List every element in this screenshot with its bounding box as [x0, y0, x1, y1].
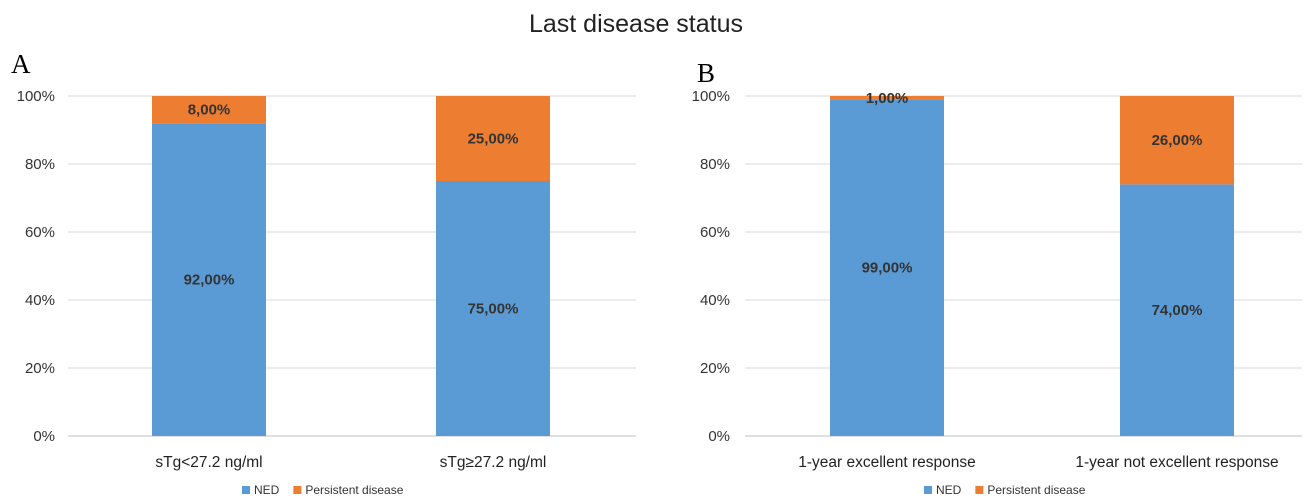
y-tick-label: 80% [25, 156, 55, 173]
panel-b-letter: B [697, 58, 715, 88]
bar-persistent-disease [152, 96, 266, 124]
chart-panel-a: 0% 20% 40% 60% 80% 100% 92,00% 8,00% sTg<27.2 ng… [17, 88, 636, 497]
data-label: 75,00% [468, 301, 519, 318]
legend-label: NED [254, 483, 280, 497]
y-tick-label: 80% [700, 156, 730, 173]
data-label: 92,00% [184, 272, 235, 289]
x-category-label: sTg<27.2 ng/ml [155, 454, 262, 471]
data-label: 1,00% [866, 90, 909, 107]
bar-persistent-disease [436, 96, 550, 181]
x-category-label: 1-year excellent response [798, 454, 976, 471]
y-tick-label: 100% [692, 88, 730, 105]
figure-title: Last disease status [529, 10, 743, 38]
legend-label: Persistent disease [987, 483, 1085, 497]
data-label: 26,00% [1152, 132, 1203, 149]
y-tick-label: 0% [33, 428, 55, 445]
y-tick-label: 40% [700, 292, 730, 309]
data-label: 74,00% [1152, 302, 1203, 319]
legend-label: NED [936, 483, 962, 497]
data-label: 25,00% [468, 131, 519, 148]
y-tick-label: 100% [17, 88, 55, 105]
y-tick-label: 0% [708, 428, 730, 445]
x-category-label: 1-year not excellent response [1075, 454, 1278, 471]
legend-swatch-persistent-disease [293, 486, 302, 494]
legend-label: Persistent disease [305, 483, 403, 497]
chart-panel-b: 0% 20% 40% 60% 80% 100% 99,00% 1,00% 1-year exce… [692, 88, 1302, 497]
data-label: 99,00% [862, 260, 913, 277]
bar-persistent-disease [1120, 96, 1234, 185]
y-tick-label: 60% [700, 224, 730, 241]
y-tick-label: 20% [25, 360, 55, 377]
x-category-label: sTg≥27.2 ng/ml [440, 454, 547, 471]
bar-ned [830, 99, 944, 437]
data-label: 8,00% [188, 102, 231, 119]
legend-swatch-persistent-disease [975, 486, 984, 494]
y-tick-label: 40% [25, 292, 55, 309]
bar-ned [1120, 184, 1234, 436]
panel-a-letter: A [11, 49, 31, 79]
legend-swatch-ned [924, 486, 932, 494]
bar-persistent-disease [830, 96, 944, 100]
legend-swatch-ned [242, 486, 250, 494]
bar-ned [436, 181, 550, 436]
y-tick-label: 60% [25, 224, 55, 241]
y-tick-label: 20% [700, 360, 730, 377]
bar-ned [152, 123, 266, 436]
